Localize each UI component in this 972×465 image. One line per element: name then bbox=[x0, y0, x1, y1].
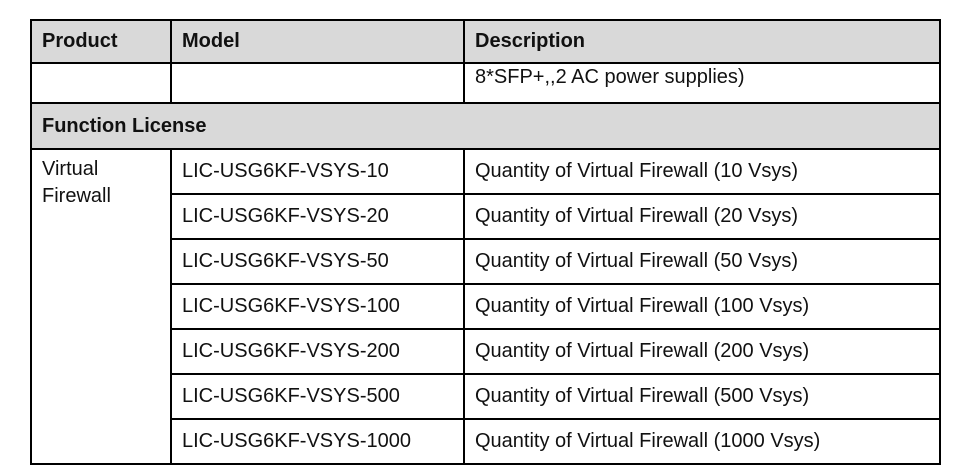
table-row: LIC-USG6KF-VSYS-50 Quantity of Virtual F… bbox=[31, 238, 941, 285]
cell-description: Quantity of Virtual Firewall (500 Vsys) bbox=[463, 373, 941, 420]
table-row: LIC-USG6KF-VSYS-1000 Quantity of Virtual… bbox=[31, 418, 941, 465]
table-row: LIC-USG6KF-VSYS-200 Quantity of Virtual … bbox=[31, 328, 941, 375]
header-description: Description bbox=[463, 19, 941, 64]
cell-model: LIC-USG6KF-VSYS-50 bbox=[170, 238, 465, 285]
table-row: LIC-USG6KF-VSYS-20 Quantity of Virtual F… bbox=[31, 193, 941, 240]
continued-row: 8*SFP+,,2 AC power supplies) bbox=[30, 62, 941, 104]
header-row: Product Model Description bbox=[30, 19, 941, 64]
cell-description: Quantity of Virtual Firewall (1000 Vsys) bbox=[463, 418, 941, 465]
cell-model: LIC-USG6KF-VSYS-1000 bbox=[170, 418, 465, 465]
cell-model: LIC-USG6KF-VSYS-20 bbox=[170, 193, 465, 240]
section-title: Function License bbox=[30, 102, 941, 150]
table-row: LIC-USG6KF-VSYS-500 Quantity of Virtual … bbox=[31, 373, 941, 420]
product-group: Virtual Firewall bbox=[30, 148, 172, 465]
cell-description: Quantity of Virtual Firewall (200 Vsys) bbox=[463, 328, 941, 375]
section-row: Function License bbox=[30, 102, 941, 150]
cell-product bbox=[30, 62, 172, 104]
header-product: Product bbox=[30, 19, 172, 64]
cell-model: LIC-USG6KF-VSYS-500 bbox=[170, 373, 465, 420]
cell-description: Quantity of Virtual Firewall (50 Vsys) bbox=[463, 238, 941, 285]
cell-model bbox=[170, 62, 465, 104]
cell-model: LIC-USG6KF-VSYS-10 bbox=[170, 148, 465, 195]
table-row: LIC-USG6KF-VSYS-100 Quantity of Virtual … bbox=[31, 283, 941, 330]
table-row: Virtual Firewall LIC-USG6KF-VSYS-10 Quan… bbox=[30, 148, 941, 465]
cell-model: LIC-USG6KF-VSYS-100 bbox=[170, 283, 465, 330]
cell-description: Quantity of Virtual Firewall (10 Vsys) bbox=[463, 148, 941, 195]
cell-description: Quantity of Virtual Firewall (20 Vsys) bbox=[463, 193, 941, 240]
license-table: Product Model Description 8*SFP+,,2 AC p… bbox=[30, 19, 941, 465]
header-model: Model bbox=[170, 19, 465, 64]
cell-description: Quantity of Virtual Firewall (100 Vsys) bbox=[463, 283, 941, 330]
cell-model: LIC-USG6KF-VSYS-200 bbox=[170, 328, 465, 375]
cell-description: 8*SFP+,,2 AC power supplies) bbox=[463, 62, 941, 104]
